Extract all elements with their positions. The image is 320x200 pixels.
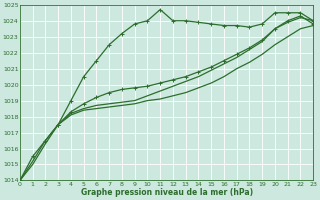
X-axis label: Graphe pression niveau de la mer (hPa): Graphe pression niveau de la mer (hPa) — [81, 188, 252, 197]
